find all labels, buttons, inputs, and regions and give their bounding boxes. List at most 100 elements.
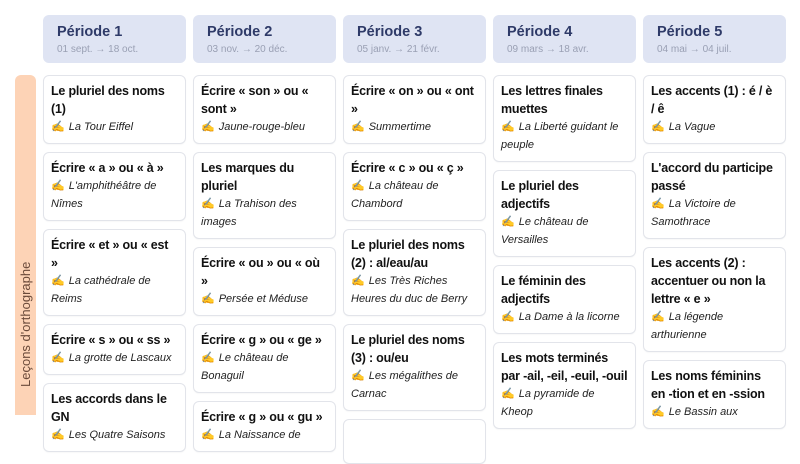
artwork-reference: Le Bassin aux xyxy=(668,406,738,418)
lesson-card[interactable]: Écrire « s » ou « ss » ✍️ La grotte de Las… xyxy=(43,324,186,375)
lesson-card[interactable]: Écrire « c » ou « ç » ✍️ La château de Cha… xyxy=(343,152,486,221)
writing-hand-icon: ✍️ xyxy=(51,352,65,364)
lesson-title: Écrire « ou » ou « où » xyxy=(201,256,320,288)
writing-hand-icon: ✍️ xyxy=(201,198,215,210)
lesson-card[interactable]: Les marques du pluriel ✍️ La Trahison des … xyxy=(193,152,336,239)
writing-hand-icon: ✍️ xyxy=(51,180,65,192)
lesson-card[interactable]: Le pluriel des noms (1) ✍️ La Tour Eiffel xyxy=(43,75,186,144)
artwork-reference: Jaune-rouge-bleu xyxy=(218,121,305,133)
lesson-title: Les marques du pluriel xyxy=(201,161,295,193)
writing-hand-icon: ✍️ xyxy=(501,121,515,133)
period-title: Période 4 xyxy=(507,24,573,40)
artwork-reference: Les Quatre Saisons xyxy=(68,429,166,441)
artwork-reference: Summertime xyxy=(368,121,432,133)
writing-hand-icon: ✍️ xyxy=(351,275,365,287)
lesson-card[interactable]: Les accords dans le GN ✍️ Les Quatre Saiso… xyxy=(43,383,186,452)
lesson-title: Écrire « son » ou « sont » xyxy=(201,84,309,116)
lesson-card[interactable] xyxy=(343,419,486,464)
writing-hand-icon: ✍️ xyxy=(201,352,215,364)
lesson-card[interactable]: Écrire « et » ou « est » ✍️ La cathédrale … xyxy=(43,229,186,316)
lesson-card[interactable]: Le pluriel des noms (2) : al/eau/au ✍️ Les… xyxy=(343,229,486,316)
writing-hand-icon: ✍️ xyxy=(351,180,365,192)
period-header: Période 4 09 mars → 18 avr. xyxy=(493,15,636,63)
lesson-card[interactable]: Écrire « a » ou « à » ✍️ L'amphithéâtre de… xyxy=(43,152,186,221)
artwork-reference: L'amphithéâtre de Nîmes xyxy=(51,180,157,210)
artwork-reference: La Vague xyxy=(668,121,716,133)
period-title: Période 1 xyxy=(57,24,123,40)
period-dates: 03 nov. → 20 déc. xyxy=(207,44,288,55)
artwork-reference: La Victoire de Samothrace xyxy=(651,198,736,228)
lesson-card[interactable]: Écrire « son » ou « sont » ✍️ Jaune-rouge-… xyxy=(193,75,336,144)
period-header: Période 3 05 janv. → 21 févr. xyxy=(343,15,486,63)
lesson-card[interactable]: Le féminin des adjectifs ✍️ La Dame à la l… xyxy=(493,265,636,334)
lesson-title: Écrire « g » ou « gu » xyxy=(201,410,323,424)
lesson-title: Écrire « g » ou « ge » xyxy=(201,333,322,347)
period-dates: 05 janv. → 21 févr. xyxy=(357,44,440,55)
lesson-card[interactable]: L'accord du participe passé ✍️ La Victoire… xyxy=(643,152,786,239)
artwork-reference: La cathédrale de Reims xyxy=(51,275,151,305)
writing-hand-icon: ✍️ xyxy=(51,275,65,287)
period-column: Période 4 09 mars → 18 avr. Les lettres fi… xyxy=(493,15,636,429)
lesson-title: Le pluriel des noms (1) xyxy=(51,84,165,116)
row-label: Leçons d'orthographe xyxy=(18,261,33,387)
lesson-title: Écrire « c » ou « ç » xyxy=(351,161,464,175)
artwork-reference: La pyramide de Kheop xyxy=(501,388,595,418)
lesson-title: L'accord du participe passé xyxy=(651,161,773,193)
writing-hand-icon: ✍️ xyxy=(501,388,515,400)
period-header: Période 1 01 sept. → 18 oct. xyxy=(43,15,186,63)
lesson-title: Le féminin des adjectifs xyxy=(501,274,586,306)
lesson-title: Les accords dans le GN xyxy=(51,392,167,424)
artwork-reference: La Dame à la licorne xyxy=(518,311,620,323)
lesson-title: Écrire « et » ou « est » xyxy=(51,238,169,270)
writing-hand-icon: ✍️ xyxy=(651,121,665,133)
writing-hand-icon: ✍️ xyxy=(51,121,65,133)
period-header: Période 5 04 mai → 04 juil. xyxy=(643,15,786,63)
lesson-title: Les mots terminés par -ail, -eil, -euil,… xyxy=(501,351,628,383)
lesson-card[interactable]: Le pluriel des noms (3) : ou/eu ✍️ Les még… xyxy=(343,324,486,411)
writing-hand-icon: ✍️ xyxy=(201,429,215,441)
artwork-reference: La Naissance de xyxy=(218,429,301,441)
lesson-card[interactable]: Écrire « on » ou « ont » ✍️ Summertime xyxy=(343,75,486,144)
lesson-title: Les noms féminins en -tion et en -ssion xyxy=(651,369,765,401)
lesson-card[interactable]: Le pluriel des adjectifs ✍️ Le château de … xyxy=(493,170,636,257)
writing-hand-icon: ✍️ xyxy=(351,121,365,133)
lesson-title: Les accents (2) : accentuer ou non la le… xyxy=(651,256,766,306)
lesson-title: Écrire « s » ou « ss » xyxy=(51,333,171,347)
artwork-reference: La légende arthurienne xyxy=(651,311,724,341)
period-title: Période 5 xyxy=(657,24,723,40)
writing-hand-icon: ✍️ xyxy=(501,216,515,228)
lesson-title: Écrire « a » ou « à » xyxy=(51,161,164,175)
writing-hand-icon: ✍️ xyxy=(651,198,665,210)
artwork-reference: La Trahison des images xyxy=(201,198,297,228)
lesson-card[interactable]: Les accents (1) : é / è / ê ✍️ La Vague xyxy=(643,75,786,144)
artwork-reference: Les mégalithes de Carnac xyxy=(351,370,458,400)
writing-hand-icon: ✍️ xyxy=(351,370,365,382)
writing-hand-icon: ✍️ xyxy=(651,311,665,323)
lesson-title: Le pluriel des noms (3) : ou/eu xyxy=(351,333,465,365)
period-dates: 09 mars → 18 avr. xyxy=(507,44,589,55)
lesson-card[interactable]: Les accents (2) : accentuer ou non la le… xyxy=(643,247,786,352)
lesson-title: Les accents (1) : é / è / ê xyxy=(651,84,773,116)
lesson-card[interactable]: Les lettres finales muettes ✍️ La Liberté … xyxy=(493,75,636,162)
artwork-reference: La grotte de Lascaux xyxy=(68,352,172,364)
lesson-card[interactable]: Les mots terminés par -ail, -eil, -euil,… xyxy=(493,342,636,429)
lesson-title: Écrire « on » ou « ont » xyxy=(351,84,474,116)
row-label-band: Leçons d'orthographe xyxy=(15,75,36,415)
period-column: Période 3 05 janv. → 21 févr. Écrire « on … xyxy=(343,15,486,464)
period-title: Période 2 xyxy=(207,24,273,40)
period-column: Période 1 01 sept. → 18 oct. Le pluriel de… xyxy=(43,15,186,452)
lesson-card[interactable]: Les noms féminins en -tion et en -ssion ✍… xyxy=(643,360,786,429)
writing-hand-icon: ✍️ xyxy=(501,311,515,323)
writing-hand-icon: ✍️ xyxy=(651,406,665,418)
lesson-card[interactable]: Écrire « ou » ou « où » ✍️ Persée et Médus… xyxy=(193,247,336,316)
period-column: Période 2 03 nov. → 20 déc. Écrire « son »… xyxy=(193,15,336,452)
artwork-reference: La Liberté guidant le peuple xyxy=(501,121,619,151)
writing-hand-icon: ✍️ xyxy=(201,121,215,133)
lesson-title: Les lettres finales muettes xyxy=(501,84,603,116)
artwork-reference: La château de Chambord xyxy=(351,180,439,210)
lesson-card[interactable]: Écrire « g » ou « ge » ✍️ Le château de Bo… xyxy=(193,324,336,393)
artwork-reference: Le château de Versailles xyxy=(501,216,589,246)
artwork-reference: La Tour Eiffel xyxy=(68,121,134,133)
writing-hand-icon: ✍️ xyxy=(201,293,215,305)
lesson-card[interactable]: Écrire « g » ou « gu » ✍️ La Naissance de xyxy=(193,401,336,452)
